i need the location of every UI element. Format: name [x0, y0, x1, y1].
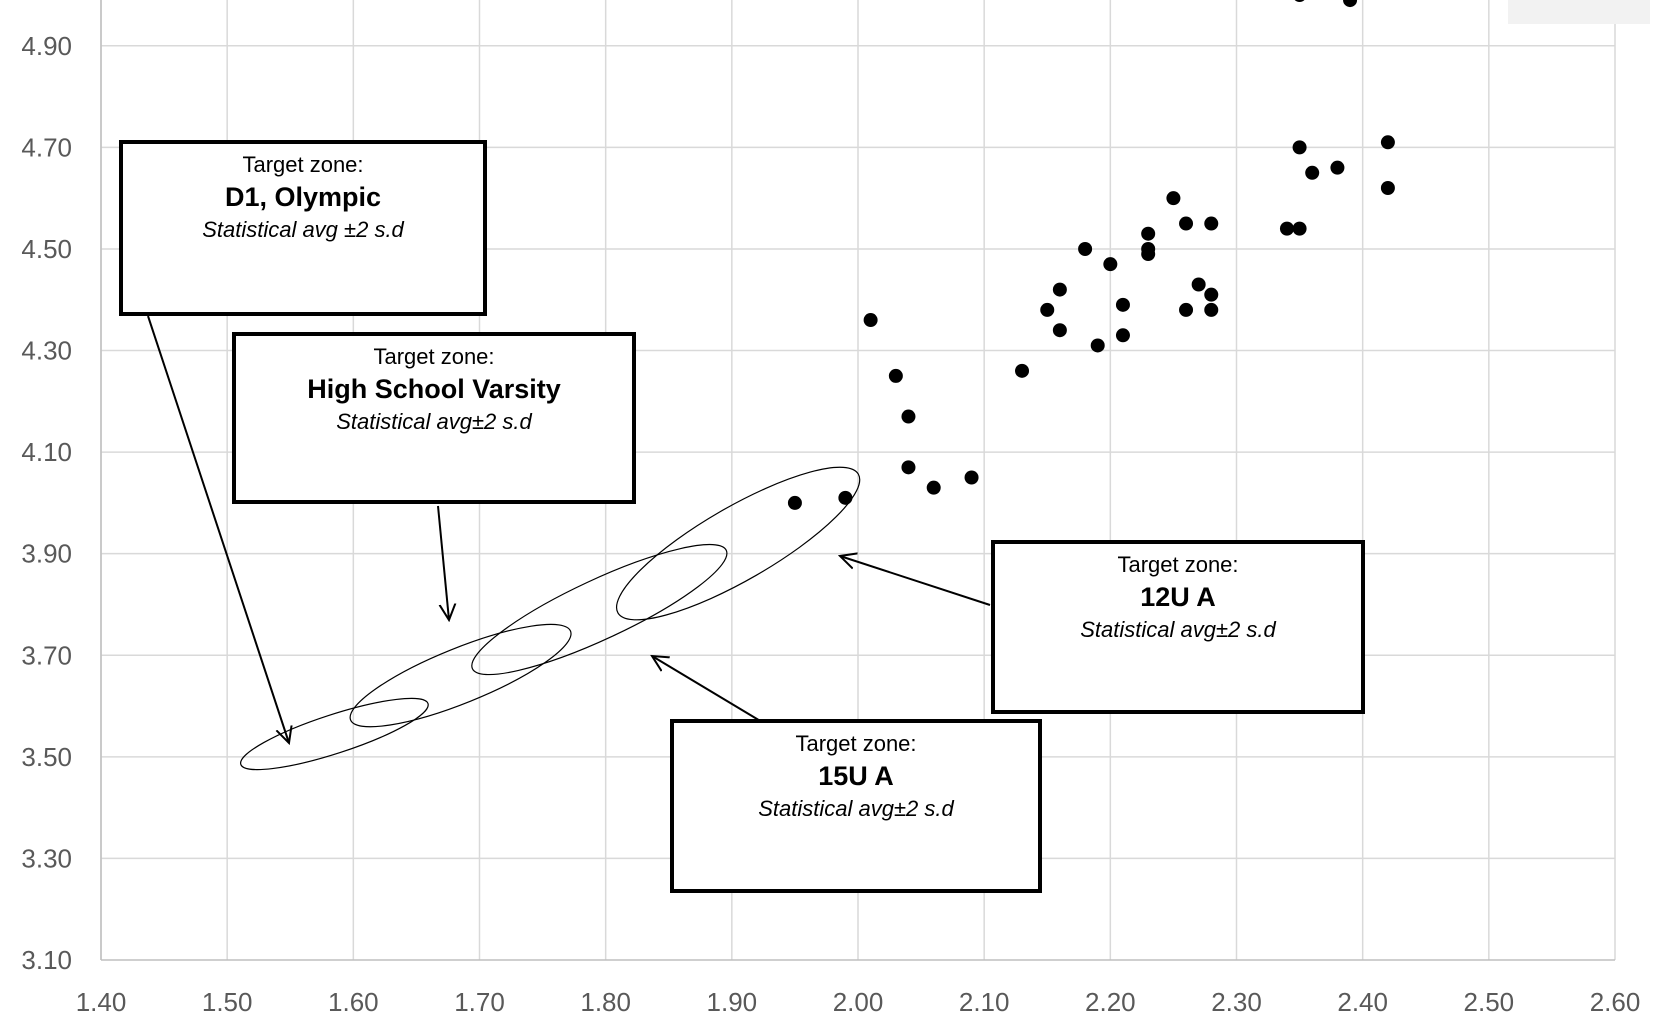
- y-tick-label: 4.70: [21, 132, 72, 162]
- callout-heading: Target zone:: [373, 344, 495, 369]
- data-point: [1166, 191, 1181, 206]
- callout-arrows: [147, 315, 991, 743]
- data-point: [1179, 216, 1194, 231]
- x-tick-label: 2.30: [1211, 987, 1262, 1017]
- data-points: [787, 0, 1395, 510]
- callout-zone-name: High School Varsity: [307, 374, 561, 404]
- callout-note: Statistical avg±2 s.d: [336, 409, 532, 434]
- data-point: [926, 480, 941, 495]
- y-tick-label: 4.90: [21, 31, 72, 61]
- data-point: [901, 460, 916, 475]
- target-zone-ellipse: [471, 543, 728, 676]
- callout-arrow: [147, 315, 289, 743]
- data-point: [787, 495, 802, 510]
- data-point: [1115, 297, 1130, 312]
- callout-heading: Target zone:: [795, 731, 917, 756]
- x-tick-label: 2.40: [1337, 987, 1388, 1017]
- data-point: [888, 368, 903, 383]
- y-tick-label: 4.30: [21, 336, 72, 366]
- data-point: [1179, 302, 1194, 317]
- target-zone-ellipse: [240, 697, 429, 771]
- x-tick-label: 1.40: [76, 987, 127, 1017]
- axes: [100, 0, 1615, 961]
- tick-labels: 1.40 1.50 1.60 1.70 1.80 1.90 2.00 2.10 2.20 2.30…: [21, 31, 1640, 1017]
- y-tick-label: 3.50: [21, 742, 72, 772]
- data-point: [1292, 140, 1307, 155]
- y-tick-label: 4.10: [21, 437, 72, 467]
- target-zone-ellipse: [349, 623, 572, 728]
- data-point: [1343, 0, 1358, 8]
- callout-15u-a: Target zone: 15U A Statistical avg±2 s.d: [670, 719, 1042, 893]
- callout-arrow: [840, 556, 991, 606]
- data-point: [1090, 338, 1105, 353]
- callout-heading: Target zone:: [1117, 552, 1239, 577]
- data-point: [1103, 257, 1118, 272]
- y-tick-label: 3.10: [21, 945, 72, 975]
- callout-arrow: [652, 656, 763, 723]
- data-point: [1204, 287, 1219, 302]
- callout-zone-name: D1, Olympic: [224, 182, 382, 212]
- y-tick-label: 3.70: [21, 640, 72, 670]
- callout-heading: Target zone:: [242, 152, 364, 177]
- x-tick-label: 1.80: [580, 987, 631, 1017]
- x-tick-label: 2.20: [1085, 987, 1136, 1017]
- data-point: [838, 490, 853, 505]
- callout-zone-name: 15U A: [818, 761, 894, 791]
- data-point: [1052, 282, 1067, 297]
- data-point: [1380, 135, 1395, 150]
- x-tick-label: 1.90: [707, 987, 758, 1017]
- callout-note: Statistical avg±2 s.d: [758, 796, 954, 821]
- x-tick-label: 2.00: [833, 987, 884, 1017]
- data-point: [1191, 277, 1206, 292]
- callout-arrow: [437, 505, 449, 620]
- callout-zone-name: 12U A: [1140, 582, 1216, 612]
- data-point: [1015, 363, 1030, 378]
- data-point: [1078, 241, 1093, 256]
- y-tick-label: 3.90: [21, 539, 72, 569]
- data-point: [1380, 181, 1395, 195]
- data-point: [1141, 247, 1156, 262]
- target-zone-ellipses: [240, 466, 861, 771]
- y-tick-label: 3.30: [21, 843, 72, 873]
- data-point: [1141, 226, 1156, 241]
- callout-12u-a: Target zone: 12U A Statistical avg±2 s.d: [991, 540, 1365, 714]
- callout-high-school-varsity: Target zone: High School Varsity Statist…: [232, 332, 636, 504]
- x-tick-label: 1.70: [454, 987, 505, 1017]
- data-point: [1052, 323, 1067, 338]
- x-tick-label: 2.50: [1464, 987, 1515, 1017]
- callout-note: Statistical avg±2 s.d: [1080, 617, 1276, 642]
- data-point: [1330, 160, 1345, 175]
- x-tick-label: 1.50: [202, 987, 253, 1017]
- data-point: [964, 470, 979, 485]
- callout-note: Statistical avg ±2 s.d: [202, 217, 404, 242]
- data-point: [1040, 302, 1055, 317]
- data-point: [1204, 302, 1219, 317]
- legend-stub: [1508, 0, 1650, 24]
- data-point: [1204, 216, 1219, 231]
- data-point: [1294, 0, 1305, 2]
- data-point: [1279, 221, 1294, 236]
- data-point: [1305, 165, 1320, 180]
- data-point: [1115, 328, 1130, 343]
- x-tick-label: 2.60: [1590, 987, 1641, 1017]
- data-point: [863, 313, 878, 328]
- data-point: [1292, 221, 1307, 236]
- data-point: [901, 409, 916, 424]
- y-tick-label: 4.50: [21, 234, 72, 264]
- target-zone-ellipse: [615, 466, 861, 621]
- x-tick-label: 1.60: [328, 987, 379, 1017]
- callout-d1-olympic: Target zone: D1, Olympic Statistical avg…: [119, 140, 487, 316]
- x-tick-label: 2.10: [959, 987, 1010, 1017]
